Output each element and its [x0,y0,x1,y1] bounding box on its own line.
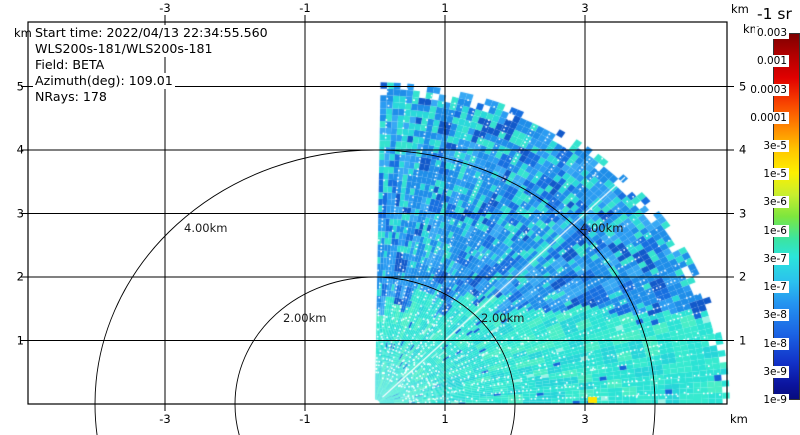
info-instrument: WLS200s-181/WLS200s-181 [33,41,215,57]
y-tick-right-1: 1 [739,333,747,347]
x-unit-bottom: km [730,412,748,426]
y-tick-left-2: 2 [16,269,24,284]
x-tick-bottom-neg1: -1 [299,412,311,426]
colorbar-tick: 1e-8 [761,338,789,350]
ring-label-2km-right: 2.00km [481,311,525,325]
info-field: Field: BETA [33,57,107,73]
colorbar-tick: 1e-9 [761,394,789,406]
y-unit-left: km [14,26,32,40]
y-tick-right-5: 5 [739,79,747,93]
colorbar-tick: 1e-6 [761,225,789,237]
info-box: Start time: 2022/04/13 22:34:55.560 WLS2… [33,25,270,105]
plot-border [27,21,728,405]
range-ring-4km [94,149,656,435]
range-ring-2km [234,276,516,435]
x-tick-bottom-1: 1 [441,412,449,426]
x-tick-top-3: 3 [581,1,589,15]
x-unit-top: km [731,2,749,16]
colorbar-tick: 3e-6 [761,196,789,208]
x-tick-top-1: 1 [441,1,449,15]
colorbar-tick: 3e-5 [761,140,789,152]
colorbar-tick: 0.003 [754,27,789,39]
colorbar-tick: 1e-7 [761,281,789,293]
ring-label-2km-left: 2.00km [283,311,327,325]
colorbar-tick: 0.0003 [748,84,789,96]
colorbar-tick: 0.001 [754,55,789,67]
colorbar-tick: 3e-7 [761,253,789,265]
x-tick-top-neg3: -3 [159,1,171,15]
x-tick-bottom-3: 3 [581,412,589,426]
colorbar-tick: 0.0001 [748,112,789,124]
info-nrays: NRays: 178 [33,89,109,105]
y-tick-right-2: 2 [739,269,747,284]
y-tick-right-3: 3 [739,206,747,220]
y-tick-left-5: 5 [16,79,24,93]
colorbar-tick: 1e-5 [761,168,789,180]
ring-label-4km-right: 4.00km [580,221,624,235]
y-tick-left-1: 1 [16,333,24,347]
colorbar-title: -1 sr [757,5,792,23]
colorbar-tick: 3e-9 [761,366,789,378]
info-start-time: Start time: 2022/04/13 22:34:55.560 [33,25,270,41]
colorbar-tick: 3e-8 [761,309,789,321]
y-tick-right-4: 4 [739,142,747,157]
y-tick-left-4: 4 [16,142,24,157]
y-tick-left-3: 3 [16,206,24,220]
x-tick-top-neg1: -1 [299,1,311,15]
ring-label-4km-left: 4.00km [184,221,228,235]
info-azimuth: Azimuth(deg): 109.01 [33,73,175,89]
x-tick-bottom-neg3: -3 [159,412,171,426]
